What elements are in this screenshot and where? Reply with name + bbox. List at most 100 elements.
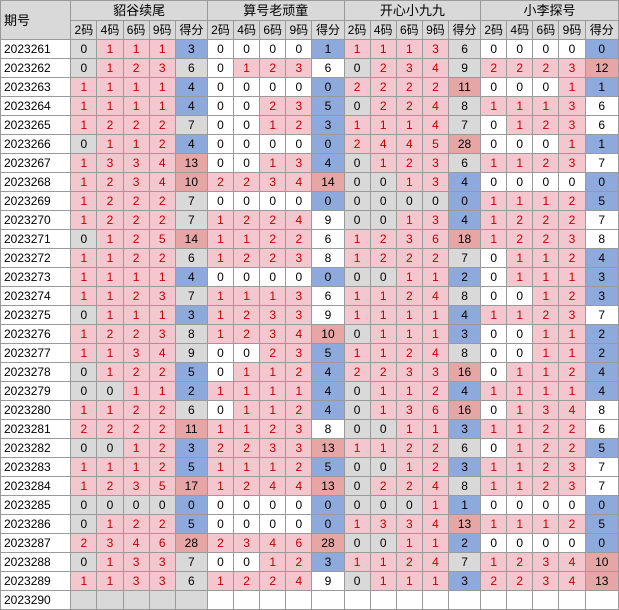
hit-count-cell: 0 [96, 381, 124, 401]
hit-count-cell: 1 [369, 305, 397, 325]
hit-count-cell: 2 [421, 381, 449, 401]
period-cell: 2023268 [0, 172, 72, 192]
hit-count-cell: 4 [558, 552, 586, 572]
hit-count-cell: 0 [343, 153, 371, 173]
score-cell: 8 [311, 248, 345, 268]
hit-count-cell: 1 [532, 324, 560, 344]
hit-count-cell: 1 [532, 191, 560, 211]
hit-count-cell: 1 [206, 457, 235, 477]
hit-count-cell: 3 [148, 571, 176, 591]
hit-count-cell: 1 [343, 115, 371, 135]
hit-count-cell: 0 [480, 267, 508, 287]
hit-count-cell: 1 [70, 457, 98, 477]
hit-count-cell: 4 [421, 96, 449, 116]
hit-count-cell: 1 [506, 153, 534, 173]
hit-count-cell: 2 [259, 96, 287, 116]
hit-count-cell: 1 [122, 77, 150, 97]
hit-count-cell: 0 [395, 495, 423, 515]
score-cell: 3 [584, 286, 619, 306]
hit-count-cell: 1 [122, 438, 150, 458]
hit-count-cell: 0 [70, 552, 98, 572]
hit-count-cell: 0 [96, 438, 124, 458]
hit-count-cell: 2 [259, 571, 287, 591]
period-cell: 2023278 [0, 362, 72, 382]
score-cell: 0 [584, 172, 619, 192]
hit-count-cell: 3 [395, 514, 423, 534]
hit-count-cell: 2 [506, 58, 534, 78]
hit-count-cell: 0 [532, 533, 560, 553]
score-cell: 4 [584, 248, 619, 268]
hit-count-cell: 0 [259, 495, 287, 515]
hit-count-cell: 0 [206, 267, 235, 287]
hit-count-cell: 1 [70, 400, 98, 420]
hit-count-cell: 1 [233, 400, 261, 420]
hit-count-cell: 0 [558, 39, 586, 59]
empty-cell [70, 590, 98, 610]
hit-count-cell: 0 [259, 77, 287, 97]
hit-count-cell: 0 [369, 267, 397, 287]
hit-count-cell: 0 [233, 495, 261, 515]
score-cell: 4 [584, 381, 619, 401]
hit-count-cell: 1 [96, 39, 124, 59]
hit-count-cell: 3 [395, 229, 423, 249]
hit-count-cell: 1 [70, 476, 98, 496]
hit-count-cell: 3 [532, 571, 560, 591]
hit-count-cell: 1 [96, 343, 124, 363]
hit-count-cell: 2 [480, 571, 508, 591]
table-row: 2023261 0 1 1 1 3 0 0 0 0 1 1 1 1 3 6 0 0 0 0 0 [0, 39, 619, 59]
score-cell: 8 [311, 419, 345, 439]
subcol-header: 2码 [480, 20, 508, 40]
group-header-4: 小李探号 [480, 0, 619, 21]
hit-count-cell: 0 [480, 172, 508, 192]
hit-count-cell: 2 [233, 571, 261, 591]
hit-count-cell: 0 [259, 134, 287, 154]
hit-count-cell: 0 [285, 267, 313, 287]
score-cell: 9 [311, 210, 345, 230]
score-cell: 10 [174, 172, 208, 192]
hit-count-cell: 4 [421, 115, 449, 135]
score-cell: 7 [174, 115, 208, 135]
hit-count-cell: 0 [259, 514, 287, 534]
hit-count-cell: 1 [206, 419, 235, 439]
hit-count-cell: 0 [233, 96, 261, 116]
hit-count-cell: 0 [480, 495, 508, 515]
hit-count-cell: 0 [343, 476, 371, 496]
hit-count-cell: 0 [506, 134, 534, 154]
hit-count-cell: 1 [421, 267, 449, 287]
table-row: 2023262 0 1 2 3 6 0 1 2 3 6 0 2 3 4 9 2 2 2 3 12 [0, 58, 619, 78]
subcol-header: 2码 [343, 20, 371, 40]
table-row: 2023264 1 1 1 1 4 0 0 2 3 5 0 2 2 4 8 1 1 1 3 6 [0, 96, 619, 116]
hit-count-cell: 1 [421, 495, 449, 515]
hit-count-cell: 0 [206, 514, 235, 534]
subcol-header: 2码 [70, 20, 98, 40]
hit-count-cell: 1 [96, 229, 124, 249]
period-cell: 2023285 [0, 495, 72, 515]
hit-count-cell: 1 [421, 533, 449, 553]
hit-count-cell: 2 [395, 153, 423, 173]
hit-count-cell: 3 [558, 305, 586, 325]
hit-count-cell: 0 [480, 400, 508, 420]
hit-count-cell: 1 [96, 457, 124, 477]
hit-count-cell: 2 [369, 248, 397, 268]
table-row: 2023274 1 1 2 3 7 1 1 1 3 6 1 1 2 4 8 0 0 1 2 3 [0, 286, 619, 306]
hit-count-cell: 1 [70, 172, 98, 192]
hit-count-cell: 1 [206, 210, 235, 230]
period-cell: 2023269 [0, 191, 72, 211]
hit-count-cell: 2 [259, 343, 287, 363]
hit-count-cell: 2 [122, 115, 150, 135]
table-row: 2023283 1 1 1 2 5 1 1 1 2 5 0 0 1 2 3 1 1 2 3 7 [0, 457, 619, 477]
hit-count-cell: 1 [233, 58, 261, 78]
empty-cell [233, 590, 261, 610]
hit-count-cell: 0 [558, 533, 586, 553]
hit-count-cell: 2 [206, 438, 235, 458]
hit-count-cell: 1 [70, 96, 98, 116]
hit-count-cell: 1 [532, 286, 560, 306]
hit-count-cell: 4 [421, 343, 449, 363]
hit-count-cell: 2 [285, 552, 313, 572]
hit-count-cell: 0 [233, 514, 261, 534]
hit-count-cell: 2 [122, 514, 150, 534]
hit-count-cell: 1 [285, 381, 313, 401]
hit-count-cell: 2 [395, 77, 423, 97]
hit-count-cell: 1 [148, 305, 176, 325]
table-row: 2023282 0 0 1 2 3 2 2 3 3 13 1 1 2 2 6 0 1 2 2 5 [0, 438, 619, 458]
